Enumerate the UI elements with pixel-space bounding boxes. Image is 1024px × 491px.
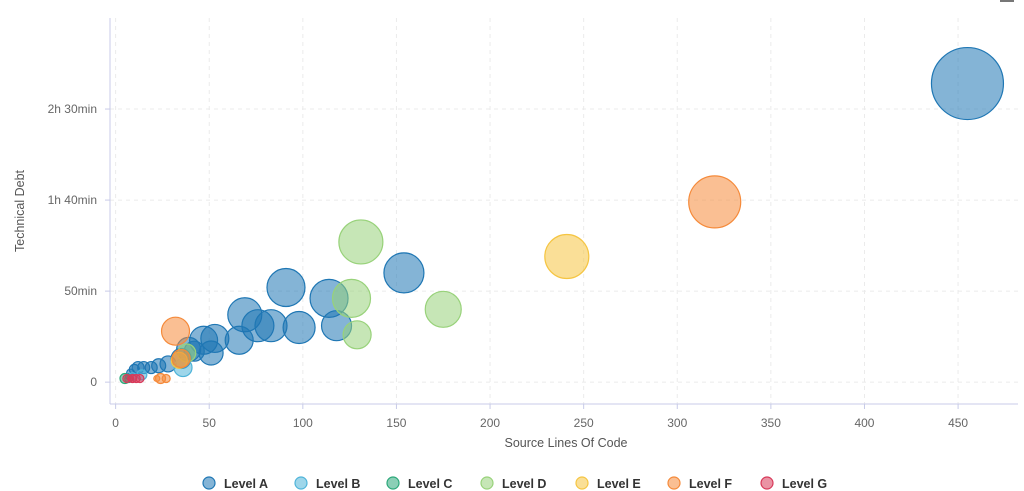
y-tick-label: 2h 30min <box>48 102 97 116</box>
legend-marker <box>667 476 681 490</box>
bubble-level-d[interactable] <box>338 219 384 265</box>
bubble-level-a[interactable] <box>383 252 425 294</box>
bubble-level-a[interactable] <box>282 310 316 345</box>
legend-marker <box>202 476 216 490</box>
legend-item-level-d[interactable]: Level D <box>480 476 546 491</box>
bubble-level-d[interactable] <box>342 320 372 350</box>
bubble-level-f[interactable] <box>153 374 161 383</box>
x-tick-label: 250 <box>574 416 594 430</box>
legend-label: Level C <box>408 477 452 491</box>
x-axis-title: Source Lines Of Code <box>505 436 628 450</box>
legend-item-level-e[interactable]: Level E <box>575 476 641 491</box>
y-axis-ticks: 0 50min 1h 40min 2h 30min <box>48 102 110 389</box>
bubble-level-a[interactable] <box>254 309 288 343</box>
x-tick-label: 50 <box>203 416 217 430</box>
legend-item-level-g[interactable]: Level G <box>760 476 827 491</box>
legend-label: Level D <box>502 477 546 491</box>
bubble-level-f[interactable] <box>161 373 171 384</box>
legend-item-level-c[interactable]: Level C <box>386 476 452 491</box>
x-tick-label: 200 <box>480 416 500 430</box>
y-tick-label: 50min <box>64 284 97 298</box>
legend-label: Level E <box>597 477 641 491</box>
bubble-level-a[interactable] <box>930 46 1005 121</box>
bubble-level-d[interactable] <box>424 290 462 328</box>
legend-label: Level B <box>316 477 360 491</box>
x-tick-label: 400 <box>854 416 874 430</box>
x-tick-label: 350 <box>761 416 781 430</box>
y-tick-label: 0 <box>90 375 97 389</box>
legend-item-level-f[interactable]: Level F <box>667 476 732 491</box>
x-axis-ticks: 0 50 100 150 200 250 300 350 400 450 <box>112 404 968 430</box>
plot-area <box>119 46 1005 385</box>
bubble-level-f[interactable] <box>688 175 742 229</box>
legend-label: Level A <box>224 477 268 491</box>
bubble-level-a[interactable] <box>266 267 306 308</box>
legend-marker <box>760 476 774 490</box>
legend-item-level-b[interactable]: Level B <box>294 476 360 491</box>
legend-marker <box>575 476 589 490</box>
legend: Level A Level B Level C Level D Level E Level… <box>202 476 827 491</box>
legend-label: Level G <box>782 477 827 491</box>
x-tick-label: 100 <box>293 416 313 430</box>
x-tick-label: 300 <box>667 416 687 430</box>
x-tick-label: 150 <box>386 416 406 430</box>
legend-label: Level F <box>689 477 732 491</box>
y-tick-label: 1h 40min <box>48 193 97 207</box>
x-tick-label: 450 <box>948 416 968 430</box>
bubble-level-g[interactable] <box>135 373 145 384</box>
legend-marker <box>386 476 400 490</box>
bubble-level-e[interactable] <box>544 233 590 280</box>
menu-icon[interactable] <box>1000 0 1014 4</box>
y-axis-title: Technical Debt <box>13 169 27 252</box>
legend-marker <box>294 476 308 490</box>
bubble-level-a[interactable] <box>224 325 254 355</box>
bubble-level-g[interactable] <box>126 374 135 383</box>
x-tick-label: 0 <box>112 416 119 430</box>
legend-marker <box>480 476 494 490</box>
bubble-level-f[interactable] <box>171 348 191 369</box>
bubble-level-d[interactable] <box>331 278 372 318</box>
bubble-level-f[interactable] <box>160 316 191 346</box>
legend-item-level-a[interactable]: Level A <box>202 476 268 491</box>
